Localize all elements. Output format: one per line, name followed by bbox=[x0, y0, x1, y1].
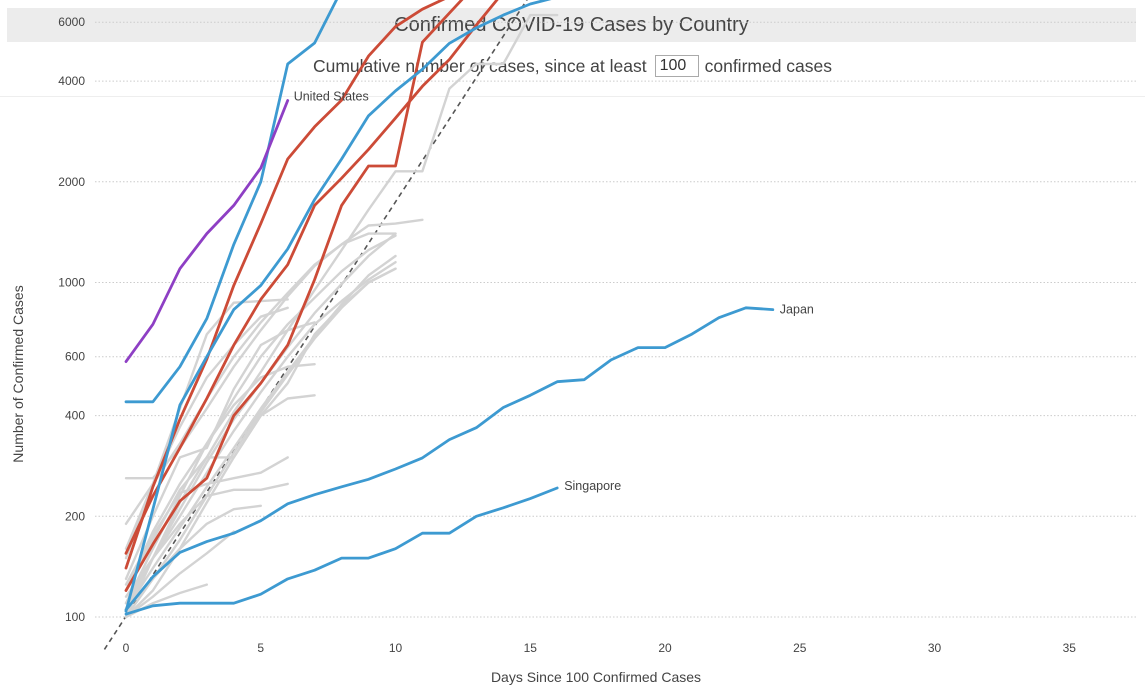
x-axis-title: Days Since 100 Confirmed Cases bbox=[491, 669, 701, 685]
series-line-spain bbox=[124, 0, 464, 592]
x-tick-label: 10 bbox=[389, 641, 403, 655]
x-tick-label: 20 bbox=[658, 641, 672, 655]
x-tick-label: 25 bbox=[793, 641, 807, 655]
chart-title: Confirmed COVID-19 Cases by Country bbox=[7, 8, 1136, 42]
series-line-singapore bbox=[124, 486, 559, 616]
axis-layer: Days Since 100 Confirmed Cases Number of… bbox=[10, 15, 1077, 685]
series-line-other-country-14 bbox=[124, 254, 397, 612]
y-tick-label: 200 bbox=[65, 509, 85, 523]
y-tick-label: 1000 bbox=[58, 276, 85, 290]
series-label-singapore: Singapore bbox=[564, 479, 621, 493]
subtitle-prefix: Cumulative number of cases, since at lea… bbox=[312, 55, 647, 76]
y-axis-title: Number of Confirmed Cases bbox=[10, 285, 26, 462]
y-tick-label: 6000 bbox=[58, 15, 85, 29]
series-line-other-country-17 bbox=[124, 321, 316, 581]
series-line-other-country-12 bbox=[124, 261, 397, 605]
x-tick-label: 5 bbox=[257, 641, 264, 655]
x-tick-label: 0 bbox=[123, 641, 130, 655]
series-line-united-states bbox=[124, 99, 290, 364]
series-line-italy bbox=[124, 0, 499, 555]
header-divider bbox=[0, 96, 1145, 97]
y-tick-label: 2000 bbox=[58, 175, 85, 189]
series-label-japan: Japan bbox=[780, 303, 814, 317]
series-line-other-country-10 bbox=[124, 232, 397, 525]
series-line-japan bbox=[124, 306, 775, 612]
series-line-other-country-8 bbox=[124, 13, 559, 610]
series-line-other-country-11 bbox=[124, 234, 397, 592]
threshold-input[interactable] bbox=[654, 55, 699, 77]
x-tick-label: 35 bbox=[1063, 641, 1077, 655]
series-line-china bbox=[124, 0, 338, 404]
series-line-other-country-20 bbox=[124, 456, 289, 586]
y-tick-label: 100 bbox=[65, 610, 85, 624]
growth-reference-line bbox=[103, 0, 528, 650]
main-series-layer bbox=[124, 0, 775, 616]
subtitle-suffix: confirmed cases bbox=[704, 55, 833, 76]
subtitle-row: Cumulative number of cases, since at lea… bbox=[0, 52, 1145, 80]
x-tick-label: 15 bbox=[524, 641, 538, 655]
series-line-south-korea bbox=[124, 0, 552, 613]
y-tick-label: 600 bbox=[65, 350, 85, 364]
series-line-other-country-18 bbox=[124, 363, 316, 605]
series-label-united-states: United States bbox=[294, 90, 369, 104]
series-line-other-country-23 bbox=[124, 530, 236, 619]
label-layer: ChinaItalyIranSpainSouth KoreaJapanSinga… bbox=[294, 90, 814, 494]
gray-series-layer bbox=[124, 13, 559, 619]
y-tick-label: 400 bbox=[65, 409, 85, 423]
y-tick-label: 4000 bbox=[58, 74, 85, 88]
x-tick-label: 30 bbox=[928, 641, 942, 655]
